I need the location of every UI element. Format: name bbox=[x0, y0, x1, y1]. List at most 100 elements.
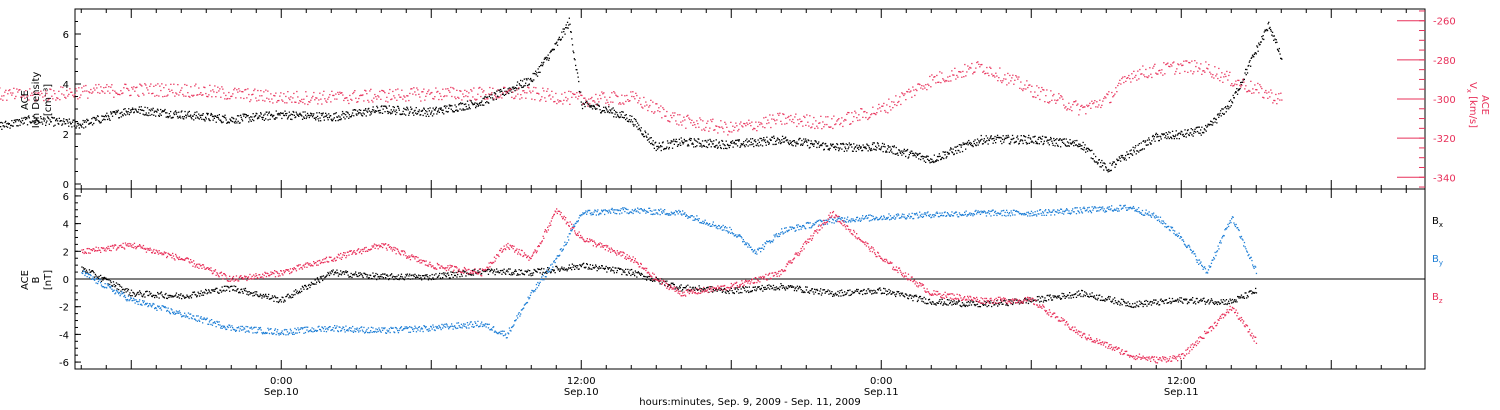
vx-series-point bbox=[573, 93, 575, 96]
vx-series-point bbox=[789, 119, 791, 121]
vx-series-point bbox=[1136, 79, 1138, 81]
vx-series-point bbox=[128, 89, 130, 92]
density-series-point bbox=[809, 146, 811, 149]
vx-series-point bbox=[1069, 108, 1071, 111]
vx-series-point bbox=[313, 91, 315, 94]
vx-series-point bbox=[724, 121, 726, 123]
vx-series-point bbox=[430, 92, 432, 94]
density-series-point bbox=[1171, 130, 1174, 132]
density-series-point bbox=[880, 149, 882, 151]
vx-series-point bbox=[197, 94, 199, 96]
density-series-point bbox=[385, 105, 387, 107]
vx-series-point bbox=[325, 100, 327, 102]
density-series-point bbox=[611, 108, 613, 110]
bx-series-point bbox=[290, 297, 292, 299]
vx-series-point bbox=[1209, 71, 1211, 73]
density-series-point bbox=[541, 61, 543, 64]
vx-series-point bbox=[329, 94, 331, 96]
density-series-point bbox=[549, 51, 551, 54]
vx-series-point bbox=[169, 90, 171, 92]
density-series-point bbox=[1054, 145, 1056, 147]
top-ytick-label: 6 bbox=[63, 30, 69, 41]
bx-series-point bbox=[225, 285, 227, 287]
density-series-point bbox=[943, 157, 945, 160]
vx-series-point bbox=[971, 62, 973, 65]
density-series-point bbox=[456, 109, 458, 111]
vx-series-point bbox=[1080, 105, 1082, 107]
density-series-point bbox=[568, 24, 570, 26]
density-series-point bbox=[231, 116, 233, 119]
density-series-point bbox=[528, 83, 530, 85]
vx-series-point bbox=[997, 80, 999, 82]
density-series-point bbox=[1072, 140, 1074, 142]
density-series-point bbox=[83, 121, 85, 123]
bx-series-point bbox=[435, 273, 437, 275]
density-series-point bbox=[926, 158, 929, 160]
vx-series-point bbox=[571, 96, 573, 98]
vx-series-point bbox=[1113, 95, 1115, 97]
vx-series-point bbox=[365, 90, 367, 92]
vx-series-point bbox=[288, 97, 290, 99]
vx-series-point bbox=[130, 94, 132, 96]
density-series-point bbox=[708, 144, 710, 146]
density-series-point bbox=[289, 114, 291, 116]
density-series-point bbox=[1037, 138, 1039, 140]
density-series-point bbox=[907, 157, 909, 159]
density-series-point bbox=[745, 144, 747, 146]
vx-series-point bbox=[750, 125, 752, 127]
vx-series-point bbox=[1009, 74, 1011, 77]
density-series-point bbox=[1194, 128, 1196, 130]
bx-series-point bbox=[292, 294, 295, 296]
density-series-point bbox=[167, 116, 169, 119]
density-series-point bbox=[575, 64, 577, 67]
bx-series-point bbox=[440, 278, 442, 280]
bx-series-point bbox=[270, 297, 272, 300]
vx-series-point bbox=[787, 116, 789, 119]
bx-series-point bbox=[106, 278, 108, 281]
density-series-point bbox=[734, 143, 736, 145]
density-series-point bbox=[312, 114, 314, 117]
density-series-point bbox=[1108, 170, 1110, 172]
density-series-point bbox=[222, 121, 224, 123]
vx-series-point bbox=[192, 95, 194, 97]
vx-series-point bbox=[413, 87, 415, 89]
density-series-point bbox=[274, 118, 276, 120]
density-series-point bbox=[1123, 157, 1125, 159]
bx-series-point bbox=[329, 271, 331, 273]
vx-series-point bbox=[728, 130, 730, 132]
vx-series-point bbox=[759, 123, 761, 126]
density-series-point bbox=[56, 118, 58, 120]
vx-series-point bbox=[1155, 72, 1157, 74]
density-series-point bbox=[653, 144, 655, 146]
vx-series-point bbox=[597, 98, 599, 100]
vx-series-point bbox=[164, 95, 166, 97]
density-series-point bbox=[787, 141, 789, 143]
density-series-point bbox=[836, 143, 839, 146]
density-series-point bbox=[249, 119, 251, 121]
density-series-point bbox=[613, 116, 615, 118]
density-series-point bbox=[26, 117, 28, 120]
density-series-point bbox=[1236, 88, 1238, 90]
density-series-point bbox=[1193, 132, 1195, 134]
vx-series-point bbox=[843, 120, 845, 122]
vx-series-point bbox=[1016, 76, 1018, 78]
bx-series-point bbox=[430, 278, 433, 281]
density-series-point bbox=[129, 112, 131, 114]
vx-series-point bbox=[795, 113, 797, 115]
vx-series-point bbox=[456, 89, 458, 91]
density-series-point bbox=[651, 143, 654, 146]
density-series-point bbox=[358, 112, 360, 114]
density-series-point bbox=[1171, 137, 1173, 140]
bx-series-point bbox=[295, 292, 298, 294]
density-series-point bbox=[120, 116, 122, 118]
vx-series-point bbox=[346, 97, 348, 99]
vx-series-point bbox=[772, 114, 774, 116]
vx-series-point bbox=[1240, 86, 1242, 88]
density-series-point bbox=[808, 147, 810, 149]
bx-series-point bbox=[404, 276, 406, 278]
vx-series-point bbox=[287, 91, 289, 93]
vx-series-point bbox=[1075, 100, 1077, 102]
density-series-point bbox=[314, 117, 316, 119]
vx-series-point bbox=[312, 95, 314, 97]
density-series-point bbox=[661, 142, 664, 144]
